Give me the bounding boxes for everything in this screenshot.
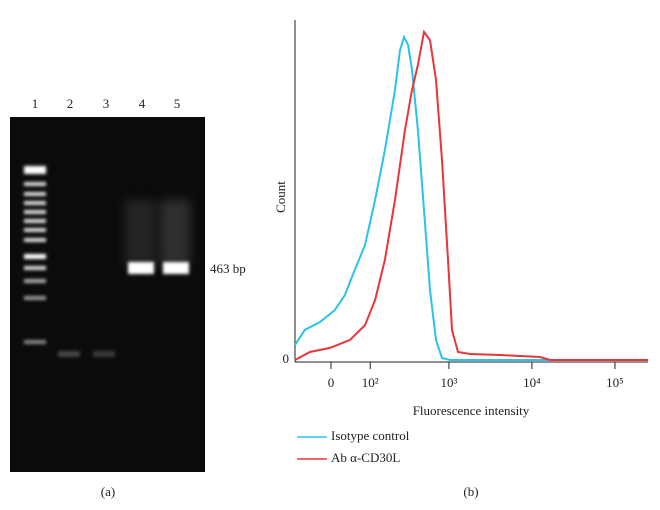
- sample-bands: [58, 262, 189, 357]
- ladder: [24, 166, 46, 344]
- lane-label: 5: [174, 96, 181, 111]
- lane-label: 4: [139, 96, 146, 111]
- y-tick-label: 0: [283, 351, 290, 366]
- y-axis-label: Count: [273, 181, 288, 213]
- lane-label: 2: [67, 96, 74, 111]
- legend-label: Isotype control: [331, 428, 410, 443]
- x-tick-label: 0: [328, 375, 335, 390]
- x-tick-label: 10³: [440, 375, 457, 390]
- lane-label: 3: [103, 96, 110, 111]
- series-line: [294, 29, 648, 361]
- lane-label: 1: [32, 96, 39, 111]
- series-line: [294, 34, 648, 361]
- x-axis-label: Fluorescence intensity: [413, 403, 530, 418]
- band-label: 463 bp: [210, 261, 246, 276]
- x-tick-label: 10⁵: [606, 375, 624, 390]
- gel: [10, 117, 205, 472]
- panel-label: (b): [463, 484, 478, 499]
- x-tick-label: 10²: [362, 375, 379, 390]
- panel-label: (a): [101, 484, 115, 499]
- x-tick-label: 10⁴: [523, 375, 541, 390]
- legend-label: Ab α-CD30L: [331, 450, 400, 465]
- gel-background: [10, 117, 205, 472]
